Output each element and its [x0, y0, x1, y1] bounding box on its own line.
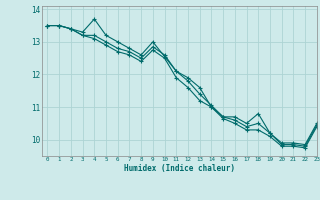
- X-axis label: Humidex (Indice chaleur): Humidex (Indice chaleur): [124, 164, 235, 173]
